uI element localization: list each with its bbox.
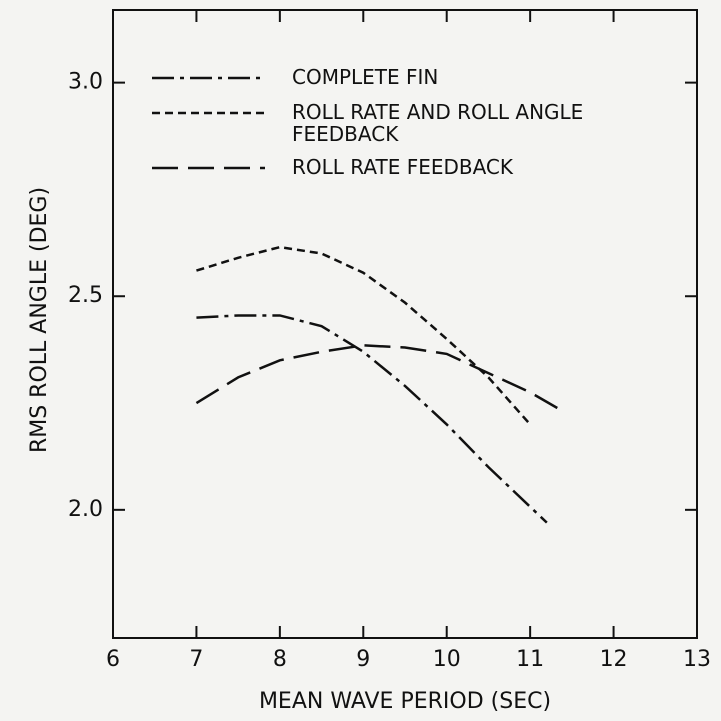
legend-entry: ROLL RATE FEEDBACK (292, 156, 514, 179)
x-tick-label: 9 (356, 647, 370, 672)
y-axis-label: RMS ROLL ANGLE (DEG) (27, 187, 52, 453)
legend-label: COMPLETE FIN (292, 66, 439, 89)
x-tick-label: 10 (433, 647, 461, 672)
y-tick-label: 2.5 (68, 283, 103, 308)
y-tick-label: 3.0 (68, 70, 103, 95)
series-line (196, 314, 548, 524)
x-tick-label: 8 (273, 647, 287, 672)
plot-frame (112, 9, 698, 639)
legend-entry: ROLL RATE AND ROLL ANGLE FEEDBACK (292, 101, 584, 146)
x-tick-label: 11 (516, 647, 544, 672)
series-line (195, 344, 565, 413)
legend-entry: COMPLETE FIN (292, 66, 439, 89)
x-tick-label: 12 (600, 647, 628, 672)
y-tick-label: 2.0 (68, 497, 103, 522)
x-tick-label: 7 (189, 647, 203, 672)
series-line (196, 245, 532, 426)
legend-label: ROLL RATE FEEDBACK (292, 156, 514, 179)
x-tick-label: 6 (106, 647, 120, 672)
x-axis-label: MEAN WAVE PERIOD (SEC) (259, 689, 551, 714)
legend-label: ROLL RATE AND ROLL ANGLE FEEDBACK (292, 101, 584, 146)
x-tick-label: 13 (683, 647, 711, 672)
